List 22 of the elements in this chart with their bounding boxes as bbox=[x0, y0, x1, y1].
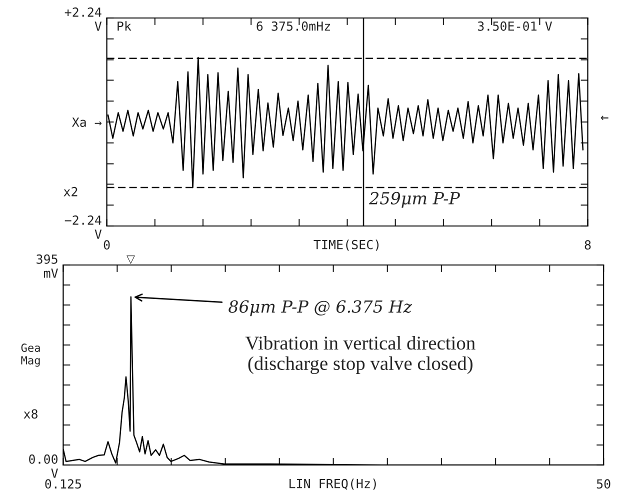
x-tick-label: 0 bbox=[104, 240, 110, 250]
annotation: 259μm P-P bbox=[369, 192, 460, 208]
x-tick-label: 0.125 bbox=[45, 479, 82, 489]
annotation: 86μm P-P @ 6.375 Hz bbox=[228, 300, 412, 316]
annotation: Pk bbox=[118, 21, 132, 31]
y-tick-label: Xa → bbox=[72, 118, 102, 127]
y-tick-label: 395 mV bbox=[36, 254, 58, 278]
annotation: 6 375.0mHz bbox=[256, 21, 330, 31]
text: x8 bbox=[24, 409, 38, 419]
x-tick-label: 50 bbox=[596, 479, 610, 489]
y-tick-label: +2.24 V bbox=[64, 7, 102, 31]
x-axis-title: LIN FREQ(Hz) bbox=[290, 478, 376, 490]
annotation: 3.50E-01 V bbox=[478, 21, 552, 31]
text: ← bbox=[600, 116, 608, 120]
text: x2 bbox=[64, 186, 78, 196]
x-tick-label: 8 bbox=[584, 240, 591, 250]
text: ▽ bbox=[126, 256, 135, 264]
y-axis-title: Gea Mag bbox=[21, 344, 40, 367]
y-tick-label: −2.24 V bbox=[64, 215, 102, 239]
y-tick-label: 0.00 V bbox=[29, 454, 58, 478]
x-axis-title: TIME(SEC) bbox=[314, 240, 379, 251]
annotation: Vibration in vertical direction (discharge stop valve closed) bbox=[245, 336, 476, 374]
